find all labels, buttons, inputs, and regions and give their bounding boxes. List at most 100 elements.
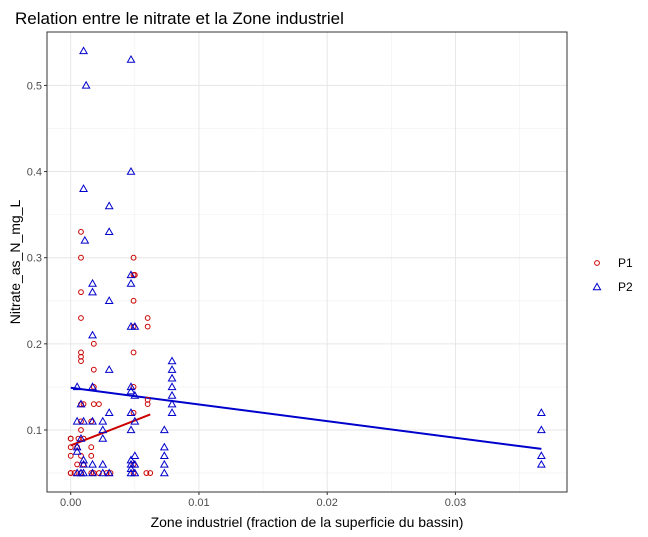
data-point-p1	[90, 366, 97, 373]
x-axis-title: Zone industriel (fraction de la superfic…	[151, 514, 464, 530]
data-point-p2	[159, 451, 169, 460]
data-point-p2	[126, 425, 136, 434]
data-point-p2	[72, 416, 82, 425]
data-point-p2	[159, 468, 169, 477]
data-point-p2	[72, 382, 82, 391]
data-point-p1	[74, 461, 81, 468]
data-point-p2	[126, 408, 136, 416]
data-point-p2	[130, 468, 140, 477]
data-point-p2	[79, 46, 89, 55]
legend-key-p1	[594, 260, 600, 266]
data-point-p2	[130, 459, 140, 468]
data-point-p2	[126, 278, 136, 287]
data-point-p2	[79, 459, 89, 468]
data-point-p1	[130, 254, 137, 261]
chart-title: Relation entre le nitrate et la Zone ind…	[15, 9, 344, 28]
y-tick-label: 0.5	[27, 80, 42, 92]
data-point-p1	[78, 358, 84, 364]
data-point-p1	[144, 315, 151, 321]
data-point-p2	[536, 459, 546, 468]
data-point-p2	[88, 459, 97, 468]
data-point-p1	[78, 254, 84, 261]
data-point-p2	[98, 433, 108, 442]
data-point-p2	[79, 416, 89, 425]
legend-label-p1: P1	[618, 256, 633, 270]
data-point-p1	[67, 444, 74, 451]
data-point-p1	[78, 315, 84, 321]
data-point-p2	[98, 468, 108, 477]
y-tick-label: 0.1	[27, 425, 42, 437]
data-point-p2	[104, 296, 114, 304]
x-tick-label: 0.00	[60, 497, 81, 509]
data-point-p2	[159, 425, 169, 434]
data-point-p2	[130, 451, 140, 460]
y-tick-label: 0.4	[27, 167, 42, 179]
data-point-p2	[104, 201, 114, 210]
data-point-p2	[98, 416, 108, 425]
data-point-p2	[79, 184, 89, 192]
data-point-p2	[88, 416, 97, 425]
plot-panel	[47, 32, 567, 492]
data-point-p1	[67, 470, 74, 476]
data-point-p1	[143, 470, 150, 476]
x-tick-label: 0.02	[316, 497, 337, 509]
data-point-p2	[159, 459, 169, 468]
data-point-p2	[536, 408, 546, 416]
data-point-p2	[126, 386, 136, 395]
data-point-p2	[167, 408, 177, 416]
data-point-p2	[126, 54, 136, 63]
data-point-p2	[126, 270, 136, 279]
y-axis-title: Nitrate_as_N_mg_L	[7, 200, 23, 325]
data-point-p1	[67, 435, 74, 442]
x-tick-label: 0.01	[188, 497, 209, 509]
y-tick-label: 0.3	[27, 253, 42, 265]
data-point-p2	[104, 227, 114, 236]
data-point-p2	[104, 365, 114, 373]
data-point-p1	[130, 349, 137, 356]
data-point-p2	[130, 416, 140, 425]
data-point-p2	[104, 408, 114, 416]
data-point-p2	[104, 468, 114, 477]
data-point-p2	[126, 464, 136, 472]
data-point-p2	[98, 459, 108, 468]
data-point-p1	[130, 297, 137, 304]
data-point-p2	[167, 373, 177, 382]
data-point-p1	[90, 340, 97, 347]
data-point-p2	[126, 382, 136, 391]
data-point-p2	[536, 425, 546, 434]
data-point-p1	[78, 228, 84, 235]
data-point-p1	[144, 401, 151, 408]
data-point-p2	[88, 278, 97, 287]
data-point-p2	[130, 321, 140, 330]
legend-label-p2: P2	[618, 280, 633, 294]
data-point-p2	[159, 442, 169, 451]
data-point-p2	[167, 382, 177, 391]
data-point-p2	[76, 399, 86, 408]
data-point-p1	[88, 452, 95, 459]
data-point-p2	[72, 442, 82, 451]
data-point-p2	[79, 455, 89, 464]
x-tick-label: 0.03	[445, 497, 466, 509]
data-point-p2	[98, 425, 108, 434]
data-point-p2	[88, 330, 97, 339]
data-point-p2	[167, 365, 177, 373]
data-point-p2	[126, 166, 136, 175]
data-point-p1	[78, 289, 84, 296]
legend-key-p2	[592, 282, 602, 291]
data-point-p1	[147, 470, 154, 476]
data-point-p1	[78, 427, 84, 433]
data-point-p1	[88, 444, 95, 451]
data-point-p2	[72, 446, 82, 455]
data-point-p1	[96, 401, 102, 408]
plot-border	[46, 31, 568, 493]
data-point-p2	[126, 455, 136, 464]
data-point-p2	[80, 235, 90, 244]
data-point-p2	[88, 382, 97, 391]
data-point-p2	[167, 390, 177, 399]
data-point-p1	[144, 323, 151, 330]
data-point-p2	[88, 287, 97, 296]
data-point-p2	[88, 468, 97, 477]
data-point-p1	[67, 452, 74, 459]
